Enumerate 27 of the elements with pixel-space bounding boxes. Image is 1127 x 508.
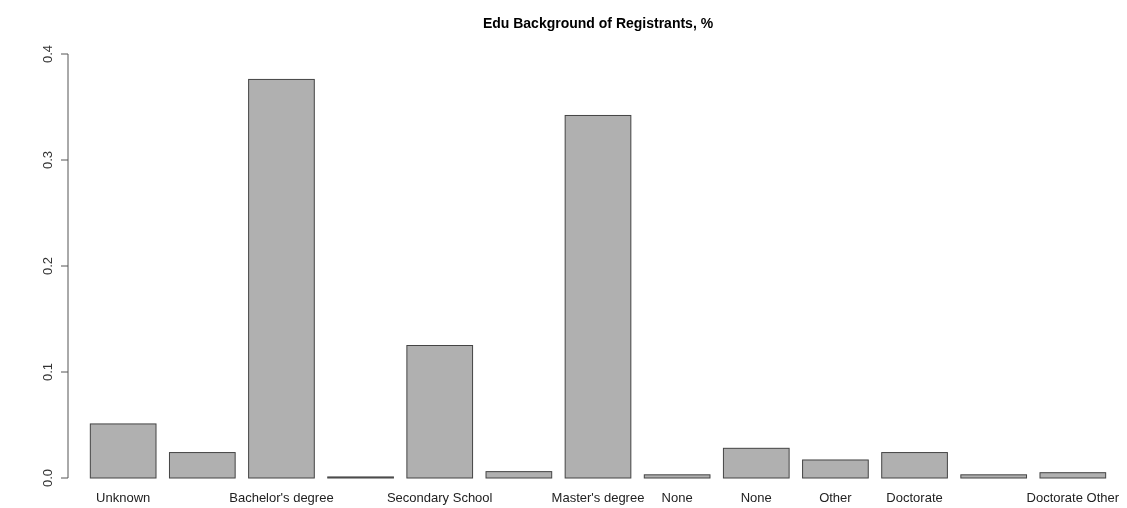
x-tick-label: None (661, 490, 693, 505)
bar (1039, 472, 1107, 479)
chart-title: Edu Background of Registrants, % (482, 15, 714, 31)
bar (802, 459, 869, 479)
bar (960, 474, 1028, 479)
y-tick-label: 0.2 (40, 256, 55, 276)
y-tick-label: 0.0 (40, 468, 55, 488)
bar (722, 447, 790, 479)
x-tick-label: None (740, 490, 772, 505)
x-tick-label: Unknown (96, 490, 151, 505)
x-tick-label: Master's degree (551, 490, 645, 505)
y-tick-label: 0.1 (40, 362, 55, 382)
x-tick-label: Doctorate (886, 490, 943, 505)
bar (89, 423, 157, 479)
bar (485, 471, 553, 479)
y-tick-label: 0.4 (40, 44, 55, 64)
x-tick-label: Other (819, 490, 853, 505)
bar (643, 474, 711, 479)
bar (564, 114, 632, 479)
bar (406, 345, 474, 479)
x-tick-label: Secondary School (386, 490, 493, 505)
y-tick-label: 0.3 (40, 150, 55, 170)
x-tick-label: Bachelor's degree (229, 490, 334, 505)
bar (168, 452, 236, 479)
bar (881, 452, 948, 479)
bar (248, 78, 315, 479)
x-tick-label: Doctorate Other (1026, 490, 1120, 505)
